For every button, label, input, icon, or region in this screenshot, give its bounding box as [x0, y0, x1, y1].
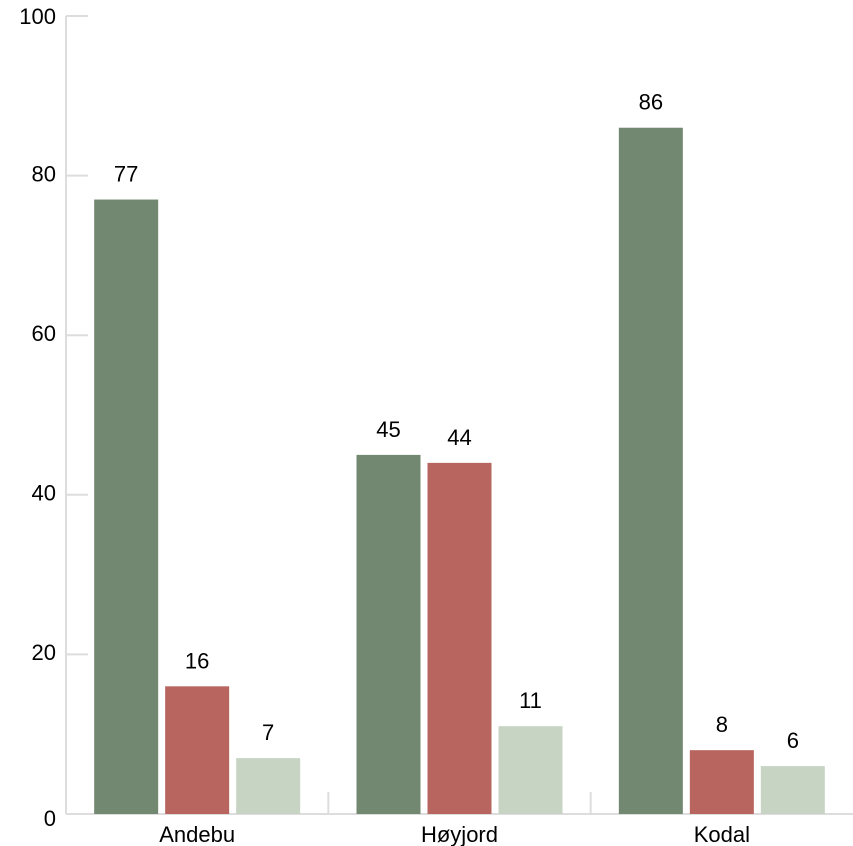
bar-value-label: 7 — [262, 720, 274, 745]
y-tick-label: 80 — [32, 161, 56, 186]
y-axis: 0 20 40 60 80 100 — [19, 4, 88, 831]
x-axis: Andebu Høyjord Kodal — [66, 792, 853, 846]
x-tick-label: Andebu — [159, 822, 235, 846]
y-tick-label: 60 — [32, 321, 56, 346]
bar — [356, 454, 421, 814]
bars — [94, 127, 825, 815]
bar-value-label: 44 — [447, 425, 471, 450]
x-tick-label: Kodal — [694, 822, 750, 846]
bar-value-label: 16 — [185, 648, 209, 673]
y-tick-label: 0 — [44, 806, 56, 831]
bar-value-label: 11 — [519, 688, 542, 713]
bar-value-label: 45 — [376, 417, 400, 442]
bar — [94, 199, 159, 815]
y-tick-label: 40 — [32, 481, 56, 506]
bar — [498, 726, 563, 814]
bar-value-label: 6 — [787, 728, 799, 753]
bar — [427, 462, 492, 814]
bar-value-label: 77 — [114, 162, 138, 187]
x-tick-label: Høyjord — [421, 822, 498, 846]
y-tick-label: 20 — [32, 640, 56, 665]
bar-value-label: 86 — [639, 90, 663, 115]
bar-value-label: 8 — [716, 712, 728, 737]
bar — [618, 127, 683, 815]
bar — [165, 686, 230, 814]
y-tick-label: 100 — [19, 4, 56, 29]
bar — [236, 758, 301, 814]
bar — [689, 750, 754, 814]
bar — [760, 766, 825, 814]
